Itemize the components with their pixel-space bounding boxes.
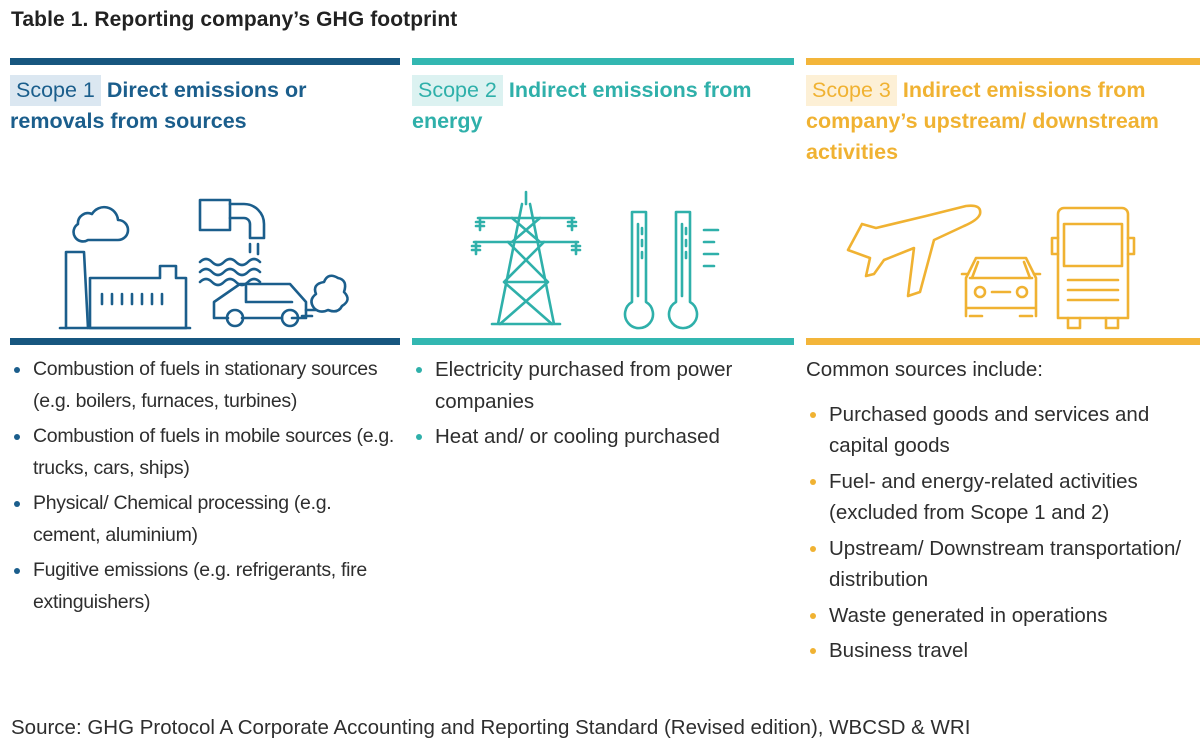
power-tower-icon — [470, 190, 582, 326]
scope2-list: Electricity purchased from power compani… — [412, 354, 794, 453]
scope3-column: Scope 3 Indirect emissions from company’s… — [806, 58, 1200, 662]
list-item: Physical/ Chemical processing (e.g. ceme… — [10, 488, 400, 551]
car-icon — [960, 256, 1042, 318]
water-waves-icon — [198, 257, 262, 287]
scope2-heading: Scope 2 Indirect emissions from energy — [412, 75, 794, 137]
list-item: Combustion of fuels in mobile sources (e… — [10, 421, 400, 484]
scope3-intro: Common sources include: — [806, 358, 1043, 381]
scope1-heading: Scope 1 Direct emissions or removals from… — [10, 75, 400, 137]
cloud-icon — [72, 205, 130, 243]
scope1-list: Combustion of fuels in stationary source… — [10, 354, 400, 618]
list-item: Business travel — [806, 635, 1200, 667]
scope1-heading-line2: removals from sources — [10, 109, 247, 133]
scope1-content: Combustion of fuels in stationary source… — [10, 354, 400, 622]
car-icon — [212, 282, 308, 328]
scope3-list: Purchased goods and services and capital… — [806, 399, 1200, 667]
scope2-badge: Scope 2 — [412, 75, 503, 106]
airplane-icon — [846, 204, 982, 298]
factory-icon — [58, 250, 192, 330]
scope3-icons — [806, 178, 1200, 338]
scope1-badge: Scope 1 — [10, 75, 101, 106]
scope3-heading-line1: Indirect emissions from — [902, 78, 1146, 102]
scope1-heading-line1: Direct emissions or — [106, 78, 307, 102]
list-item: Waste generated in operations — [806, 600, 1200, 632]
scope1-icons — [10, 178, 400, 338]
scope3-divider — [806, 338, 1200, 345]
truck-icon — [1050, 206, 1136, 330]
list-item: Upstream/ Downstream transportation/ dis… — [806, 533, 1200, 596]
exhaust-icon — [300, 274, 349, 318]
scope3-heading-line2: company’s upstream/ downstream — [806, 109, 1159, 133]
source-note: Source: GHG Protocol A Corporate Account… — [11, 716, 971, 739]
scope2-top-bar — [412, 58, 794, 65]
list-item: Fuel- and energy-related activities (exc… — [806, 466, 1200, 529]
scope2-heading-line2: energy — [412, 109, 483, 133]
list-item: Electricity purchased from power compani… — [412, 354, 794, 417]
scope2-divider — [412, 338, 794, 345]
scope2-heading-line1: Indirect emissions from — [508, 78, 752, 102]
list-item: Heat and/ or cooling purchased — [412, 421, 794, 453]
list-item: Combustion of fuels in stationary source… — [10, 354, 400, 417]
scope1-column: Scope 1 Direct emissions or removals from… — [10, 58, 400, 613]
scope3-heading-line3: activities — [806, 140, 899, 164]
scope3-heading: Scope 3 Indirect emissions from company’s… — [806, 75, 1200, 168]
table-title: Table 1. Reporting company’s GHG footpri… — [11, 8, 458, 31]
scope2-content: Electricity purchased from power compani… — [412, 354, 794, 457]
list-item: Fugitive emissions (e.g. refrigerants, f… — [10, 555, 400, 618]
scope3-top-bar — [806, 58, 1200, 65]
list-item: Purchased goods and services and capital… — [806, 399, 1200, 462]
scope1-top-bar — [10, 58, 400, 65]
scope2-column: Scope 2 Indirect emissions from energy — [412, 58, 794, 448]
scope2-icons — [412, 178, 794, 338]
scope1-divider — [10, 338, 400, 345]
thermometer-icon — [623, 210, 720, 330]
scope3-content: Common sources include: Purchased goods … — [806, 354, 1200, 671]
pipe-icon — [198, 198, 266, 256]
scope3-badge: Scope 3 — [806, 75, 897, 106]
